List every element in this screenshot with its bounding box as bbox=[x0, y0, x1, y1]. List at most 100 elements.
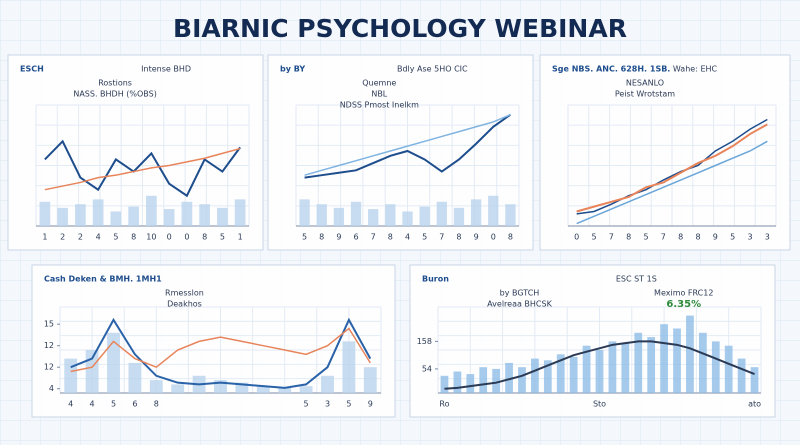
x-tick-label: 6 bbox=[132, 400, 137, 409]
x-tick-label: ato bbox=[748, 400, 761, 409]
bar bbox=[171, 384, 185, 393]
x-tick-label: 5 bbox=[730, 233, 735, 242]
chart-subtitle: Intense BHD bbox=[141, 65, 191, 74]
line bbox=[444, 340, 755, 390]
bar bbox=[333, 207, 345, 226]
bar bbox=[556, 354, 565, 393]
bar bbox=[724, 345, 733, 393]
x-tick-label: 7 bbox=[439, 233, 444, 242]
bar bbox=[217, 207, 228, 226]
line bbox=[70, 317, 372, 389]
bar bbox=[686, 315, 694, 393]
bar bbox=[647, 337, 656, 393]
line bbox=[576, 118, 768, 215]
y-tick-label: 12 bbox=[44, 341, 54, 350]
annotation: Meximo FRC12 bbox=[654, 289, 713, 298]
x-tick-label: 7 bbox=[661, 233, 666, 242]
bar bbox=[440, 375, 449, 393]
annotation: Deakhos bbox=[167, 300, 202, 309]
bar bbox=[199, 204, 210, 226]
x-tick-label: 1 bbox=[238, 233, 243, 242]
bar bbox=[75, 204, 86, 226]
x-tick-label: 2 bbox=[60, 233, 65, 242]
x-tick-label: 8 bbox=[456, 233, 461, 242]
bar bbox=[85, 350, 99, 393]
bar bbox=[368, 209, 379, 226]
bar bbox=[608, 341, 617, 393]
line bbox=[304, 113, 511, 179]
chart-subtitle: ESC ST 1S bbox=[616, 275, 657, 284]
y-tick-label: 15 bbox=[44, 320, 54, 329]
x-tick-label: 8 bbox=[131, 233, 136, 242]
chart-title: by BY bbox=[280, 65, 305, 74]
bar bbox=[107, 332, 120, 393]
y-tick-label: 4 bbox=[49, 384, 54, 393]
annotation: by BGTCH bbox=[500, 289, 540, 298]
x-tick-label: 0 bbox=[574, 233, 579, 242]
annotation: Peist Wrotstam bbox=[615, 90, 675, 99]
bar bbox=[256, 386, 270, 393]
chart-subtitle: Bdly Ase 5HO CIC bbox=[397, 65, 468, 74]
x-tick-label: 0 bbox=[167, 233, 172, 242]
line bbox=[576, 123, 768, 213]
annotation: 6.35% bbox=[666, 299, 701, 310]
bar bbox=[299, 386, 313, 393]
bar bbox=[436, 201, 447, 226]
x-tick-label: 3 bbox=[747, 233, 752, 242]
annotation: NDSS Pmost Inelkm bbox=[340, 101, 419, 110]
annotation: NBL bbox=[371, 90, 387, 99]
x-tick-label: 9 bbox=[336, 233, 341, 242]
x-tick-label: 5 bbox=[422, 233, 427, 242]
bar bbox=[128, 362, 142, 393]
bar bbox=[64, 358, 78, 393]
line bbox=[44, 139, 241, 198]
x-tick-label: 5 bbox=[111, 400, 116, 409]
y-tick-label: 158 bbox=[417, 337, 432, 346]
x-tick-label: 4 bbox=[90, 400, 95, 409]
bar bbox=[234, 199, 246, 226]
annotation: Rostions bbox=[98, 79, 132, 88]
bar bbox=[621, 343, 630, 393]
bar bbox=[342, 341, 356, 393]
bar bbox=[518, 367, 526, 393]
bar bbox=[582, 345, 591, 393]
x-tick-label: 8 bbox=[695, 233, 700, 242]
annotation: NESANLO bbox=[626, 79, 664, 88]
bar bbox=[750, 367, 759, 393]
bar bbox=[149, 380, 163, 393]
bar bbox=[543, 360, 552, 393]
x-tick-label: 5 bbox=[304, 400, 309, 409]
x-tick-label: 4 bbox=[96, 233, 101, 242]
bar bbox=[57, 207, 68, 226]
bar bbox=[321, 375, 334, 393]
x-tick-label: 8 bbox=[154, 400, 159, 409]
bar bbox=[163, 209, 175, 226]
x-tick-label: 7 bbox=[609, 233, 614, 242]
x-tick-label: 6 bbox=[353, 233, 358, 242]
line bbox=[44, 147, 241, 191]
x-tick-label: 3 bbox=[325, 400, 330, 409]
annotation: Avelreaa BHCSK bbox=[487, 300, 552, 309]
y-tick-label: 12 bbox=[44, 363, 54, 372]
bar bbox=[110, 211, 122, 226]
bar bbox=[660, 324, 668, 393]
x-tick-label: 1 bbox=[42, 233, 47, 242]
bar bbox=[673, 328, 681, 393]
x-tick-label: 4 bbox=[68, 400, 73, 409]
bar bbox=[479, 367, 488, 393]
bar bbox=[235, 382, 249, 393]
line bbox=[576, 140, 768, 225]
bar bbox=[385, 204, 396, 226]
x-tick-label: Ro bbox=[439, 400, 449, 409]
bar bbox=[128, 206, 139, 226]
x-tick-label: 10 bbox=[146, 233, 156, 242]
bar bbox=[402, 211, 413, 226]
bar bbox=[698, 332, 707, 393]
bar bbox=[363, 367, 377, 393]
page-title: BIARNIC PSYCHOLOGY WEBINAR bbox=[173, 14, 627, 43]
line bbox=[304, 113, 511, 176]
x-tick-label: 7 bbox=[371, 233, 376, 242]
x-tick-label: 8 bbox=[508, 233, 513, 242]
panel bbox=[409, 264, 776, 418]
